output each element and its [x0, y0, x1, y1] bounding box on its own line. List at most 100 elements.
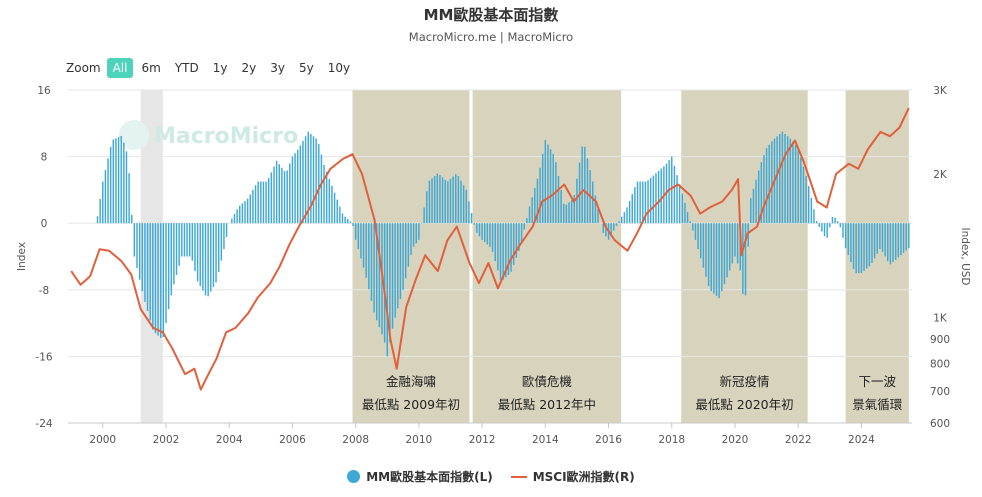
bar	[718, 223, 720, 299]
bar	[386, 223, 388, 357]
bar	[96, 216, 99, 224]
bar	[510, 223, 512, 272]
bar	[660, 168, 662, 224]
bar	[871, 223, 873, 263]
bar	[215, 223, 217, 283]
bar	[394, 223, 396, 318]
bar	[181, 223, 183, 257]
bar	[270, 172, 273, 224]
bar	[800, 157, 802, 224]
zoom-button-10y[interactable]: 10y	[327, 61, 351, 75]
bar	[318, 144, 320, 224]
bar	[220, 223, 223, 261]
bar	[710, 223, 712, 292]
bar	[109, 146, 112, 224]
bar	[115, 138, 117, 224]
bar	[507, 223, 510, 275]
bar	[162, 223, 165, 337]
zoom-button-3y[interactable]: 3y	[270, 61, 285, 75]
bar	[246, 198, 249, 224]
bar	[239, 205, 241, 224]
bar	[236, 209, 238, 224]
zoom-button-ytd[interactable]: YTD	[174, 61, 199, 75]
bar	[649, 177, 652, 224]
bar	[478, 223, 481, 237]
zoom-button-2y[interactable]: 2y	[241, 61, 257, 75]
bar	[128, 173, 130, 224]
bar	[468, 201, 470, 224]
bar	[831, 216, 834, 224]
bar	[549, 149, 552, 224]
bar	[539, 167, 541, 224]
bar	[323, 164, 325, 224]
zoom-button-6m[interactable]: 6m	[141, 61, 161, 75]
bar	[241, 203, 244, 224]
y-left-tick-label: -8	[39, 285, 49, 297]
bar	[486, 223, 489, 245]
bar	[178, 223, 180, 266]
x-tick-label: 2004	[216, 434, 243, 446]
legend-item-msci-europe[interactable]: MSCI歐洲指數(R)	[510, 468, 635, 485]
bar	[152, 223, 154, 330]
bar	[167, 223, 170, 310]
bar	[104, 170, 107, 224]
bar	[757, 170, 760, 224]
bar	[728, 223, 731, 271]
bar	[254, 185, 257, 224]
bar	[623, 212, 626, 224]
legend-item-fundamental-index[interactable]: MM歐股基本面指數(L)	[347, 468, 493, 485]
bar	[836, 221, 839, 224]
bar	[652, 175, 655, 224]
y-left-tick-label: -16	[35, 351, 52, 363]
bar	[879, 223, 881, 250]
zoom-button-5y[interactable]: 5y	[298, 61, 314, 75]
bar	[592, 181, 594, 224]
bar	[639, 181, 641, 224]
bar	[705, 223, 707, 277]
bar	[336, 199, 338, 224]
bar	[694, 223, 697, 240]
y-left-axis-title: Index	[16, 242, 28, 271]
bar	[449, 178, 452, 224]
bar	[681, 193, 684, 224]
bar	[597, 209, 599, 224]
bar	[528, 206, 531, 224]
bar	[302, 140, 304, 224]
bar	[697, 223, 699, 250]
bar	[839, 223, 842, 228]
bar	[902, 223, 905, 253]
bar	[389, 223, 391, 343]
zoom-button-1y[interactable]: 1y	[212, 61, 228, 75]
bar	[265, 181, 267, 224]
bar	[462, 185, 465, 224]
bar	[610, 223, 612, 236]
bar	[647, 180, 649, 224]
bar	[365, 223, 367, 278]
watermark-text: MacroMicro	[154, 124, 298, 149]
zoom-label: Zoom	[66, 61, 101, 75]
bar	[605, 223, 607, 237]
bar	[810, 197, 813, 224]
y-right-tick-label: 800	[930, 358, 950, 370]
x-tick-label: 2016	[595, 434, 622, 446]
bar	[146, 223, 149, 312]
bar	[244, 201, 246, 224]
x-tick-label: 2008	[342, 434, 369, 446]
bar	[491, 223, 494, 252]
bar	[107, 158, 109, 224]
bar	[760, 162, 763, 224]
bar	[431, 178, 433, 224]
bar	[418, 223, 420, 240]
zoom-button-all[interactable]: All	[106, 58, 134, 78]
bar	[671, 156, 673, 224]
bar	[212, 223, 215, 288]
bar	[563, 203, 565, 224]
bar	[518, 223, 520, 251]
bar	[286, 170, 288, 224]
bar	[797, 148, 799, 224]
bar	[581, 146, 583, 224]
y-left-tick-label: 0	[41, 218, 48, 230]
bar	[165, 223, 167, 324]
bar	[731, 223, 734, 264]
bar	[707, 223, 710, 287]
